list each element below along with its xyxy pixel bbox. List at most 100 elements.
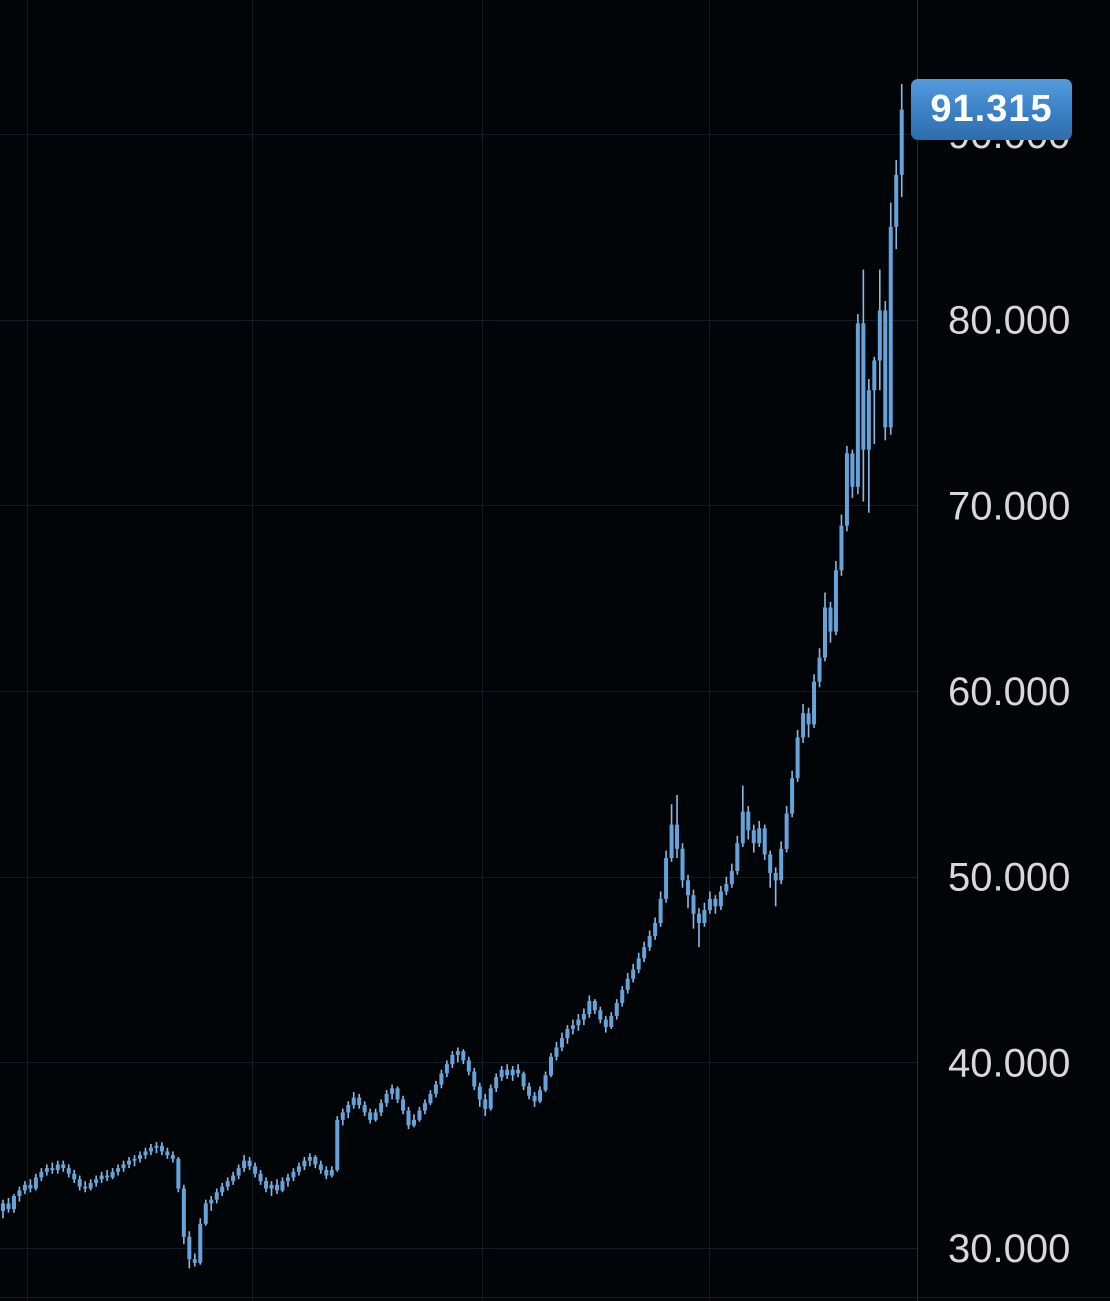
price-axis-label: 70.000 [948, 484, 1070, 528]
candle-body [291, 1171, 296, 1178]
candle-body [55, 1164, 60, 1170]
candle-body [653, 923, 658, 937]
candle-body [280, 1181, 285, 1191]
candle-body [28, 1184, 33, 1189]
candle-body [264, 1181, 269, 1189]
candle-body [247, 1160, 252, 1167]
candle-body [269, 1184, 274, 1189]
candle-body [83, 1186, 88, 1189]
candle-body [488, 1088, 493, 1109]
candle-body [603, 1019, 608, 1028]
candle-body [686, 880, 690, 896]
candle-body [116, 1168, 121, 1172]
candle-body [192, 1259, 197, 1263]
candle-body [483, 1099, 488, 1109]
candle-wick [457, 1047, 459, 1063]
price-axis-label: 60.000 [948, 670, 1070, 714]
candle-body [675, 824, 680, 849]
candle-body [888, 226, 893, 428]
candle-body [620, 989, 625, 1003]
candle-body [351, 1097, 356, 1106]
candle-body [242, 1160, 247, 1169]
candle-body [795, 737, 800, 779]
candle-body [148, 1147, 153, 1152]
candle-body [855, 323, 860, 487]
candle-body [428, 1093, 433, 1104]
candle-body [636, 958, 641, 970]
candle-body [170, 1155, 175, 1159]
candle-body [318, 1164, 323, 1170]
candle-body [899, 109, 904, 175]
price-axis-label: 30.000 [948, 1227, 1070, 1271]
candle-body [790, 778, 795, 814]
candle-body [647, 936, 652, 948]
candle-body [181, 1188, 186, 1237]
price-axis-label: 80.000 [948, 299, 1070, 343]
candle-body [187, 1236, 192, 1260]
candle-body [499, 1069, 504, 1078]
candle-body [22, 1184, 27, 1191]
candle-body [614, 1002, 619, 1016]
candle-body [598, 1010, 603, 1020]
candle-body [379, 1103, 384, 1113]
candle-body [214, 1192, 219, 1200]
candle-body [433, 1084, 438, 1094]
candle-body [713, 898, 718, 907]
candle-wick [210, 1195, 213, 1211]
candle-body [422, 1103, 427, 1111]
candle-body [225, 1181, 230, 1187]
candle-body [576, 1019, 581, 1026]
candle-body [609, 1015, 614, 1028]
candle-body [44, 1168, 49, 1172]
candle-body [329, 1169, 334, 1176]
candle-body [335, 1119, 340, 1170]
candle-body [768, 854, 773, 873]
last-price-value: 91.315 [930, 88, 1053, 130]
candle-body [357, 1097, 362, 1106]
candle-wick [774, 867, 777, 907]
candle-body [549, 1056, 553, 1076]
candle-body [1, 1203, 5, 1211]
candle-body [450, 1054, 455, 1065]
candle-body [444, 1064, 449, 1074]
price-axis-label: 50.000 [948, 856, 1070, 900]
candle-body [565, 1028, 570, 1039]
candle-body [401, 1099, 406, 1111]
candle-body [439, 1073, 444, 1085]
candle-body [302, 1160, 307, 1167]
candle-body [680, 848, 685, 881]
candle-body [346, 1105, 351, 1113]
candle-body [94, 1179, 99, 1183]
candle-wick [873, 356, 876, 445]
candle-body [466, 1060, 471, 1072]
candle-body [554, 1047, 559, 1057]
candle-body [6, 1203, 11, 1209]
candle-body [395, 1088, 400, 1100]
candle-body [839, 525, 844, 571]
candle-body [324, 1169, 329, 1176]
price-axis-label: 40.000 [948, 1041, 1070, 1085]
candle-body [17, 1190, 22, 1196]
candle-body [746, 811, 751, 831]
candle-body [203, 1203, 208, 1224]
candle-body [587, 1001, 592, 1015]
price-scale[interactable] [917, 0, 1110, 1301]
candle-body [494, 1077, 499, 1089]
candle-body [784, 813, 789, 849]
candle-body [521, 1073, 526, 1087]
candle-body [740, 811, 745, 844]
candle-body [165, 1151, 170, 1156]
candle-body [159, 1145, 164, 1152]
candle-body [872, 360, 877, 391]
candle-body [532, 1095, 537, 1102]
candle-body [110, 1171, 115, 1178]
candle-body [285, 1177, 290, 1182]
candle-body [877, 310, 882, 361]
candle-body [828, 607, 833, 632]
candle-body [231, 1175, 236, 1182]
candle-body [844, 453, 849, 526]
candle-body [696, 913, 701, 924]
candle-body [592, 1001, 597, 1011]
candle-body [50, 1168, 55, 1170]
